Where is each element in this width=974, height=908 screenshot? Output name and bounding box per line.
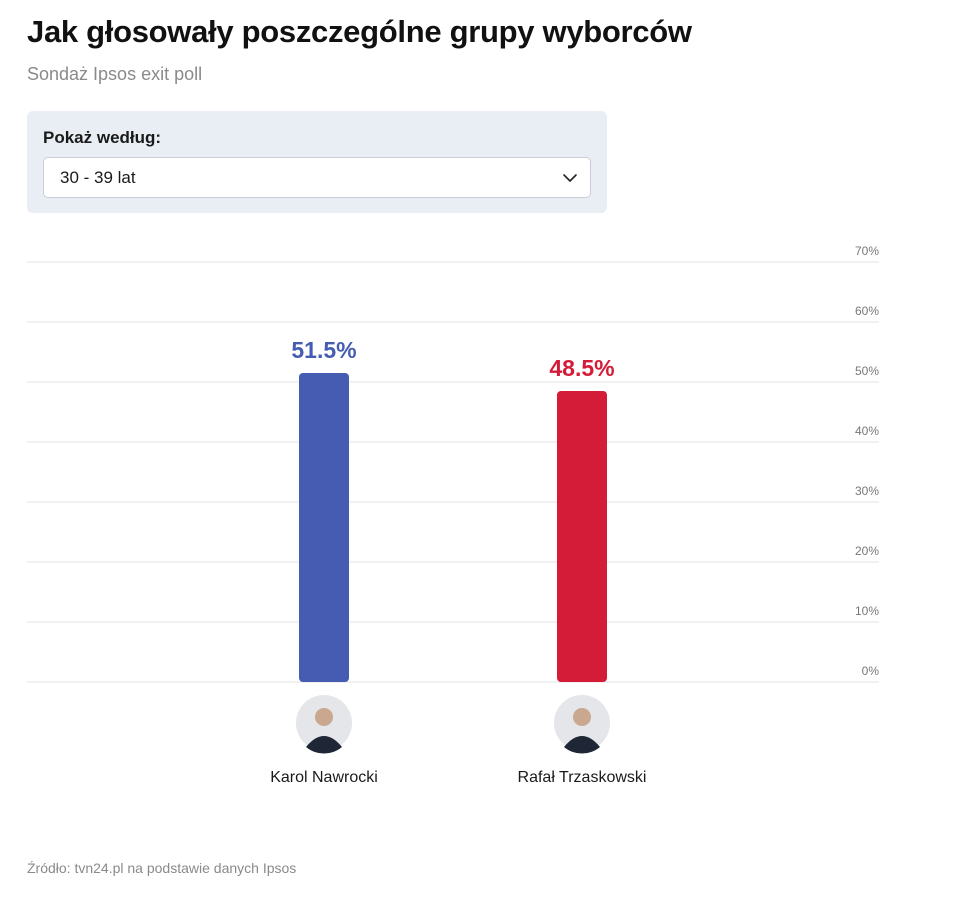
y-tick-label: 20% — [855, 544, 879, 558]
avatar-face — [315, 708, 333, 726]
y-tick-label: 50% — [855, 364, 879, 378]
category-label: Rafał Trzaskowski — [518, 769, 647, 786]
bar-value-label: 48.5% — [549, 355, 614, 381]
group-select-value: 30 - 39 lat — [60, 168, 136, 187]
bar — [557, 391, 607, 682]
group-select[interactable]: 30 - 39 lat — [43, 157, 591, 198]
chevron-down-icon — [563, 174, 577, 182]
bar — [299, 373, 349, 682]
bar-chart: 0% 10% 20% 30% 40% 50% 60% 70% 51.5% Karol Nawroc… — [27, 244, 880, 786]
page-subtitle: Sondaż Ipsos exit poll — [27, 64, 203, 84]
filter-label: Pokaż według: — [43, 128, 162, 147]
filter-panel: Pokaż według: 30 - 39 lat — [27, 111, 607, 213]
avatar-suit — [564, 736, 600, 754]
y-tick-label: 30% — [855, 484, 879, 498]
avatar-face — [573, 708, 591, 726]
avatar-suit — [306, 736, 342, 754]
bar-value-label: 51.5% — [291, 337, 356, 363]
category-label: Karol Nawrocki — [270, 769, 378, 786]
y-tick-label: 0% — [862, 664, 880, 678]
y-tick-label: 70% — [855, 244, 879, 258]
page-title: Jak głosowały poszczególne grupy wyborcó… — [27, 14, 692, 49]
source-note: Źródło: tvn24.pl na podstawie danych Ips… — [27, 860, 297, 876]
y-tick-label: 40% — [855, 424, 879, 438]
y-tick-label: 10% — [855, 604, 879, 618]
y-tick-label: 60% — [855, 304, 879, 318]
